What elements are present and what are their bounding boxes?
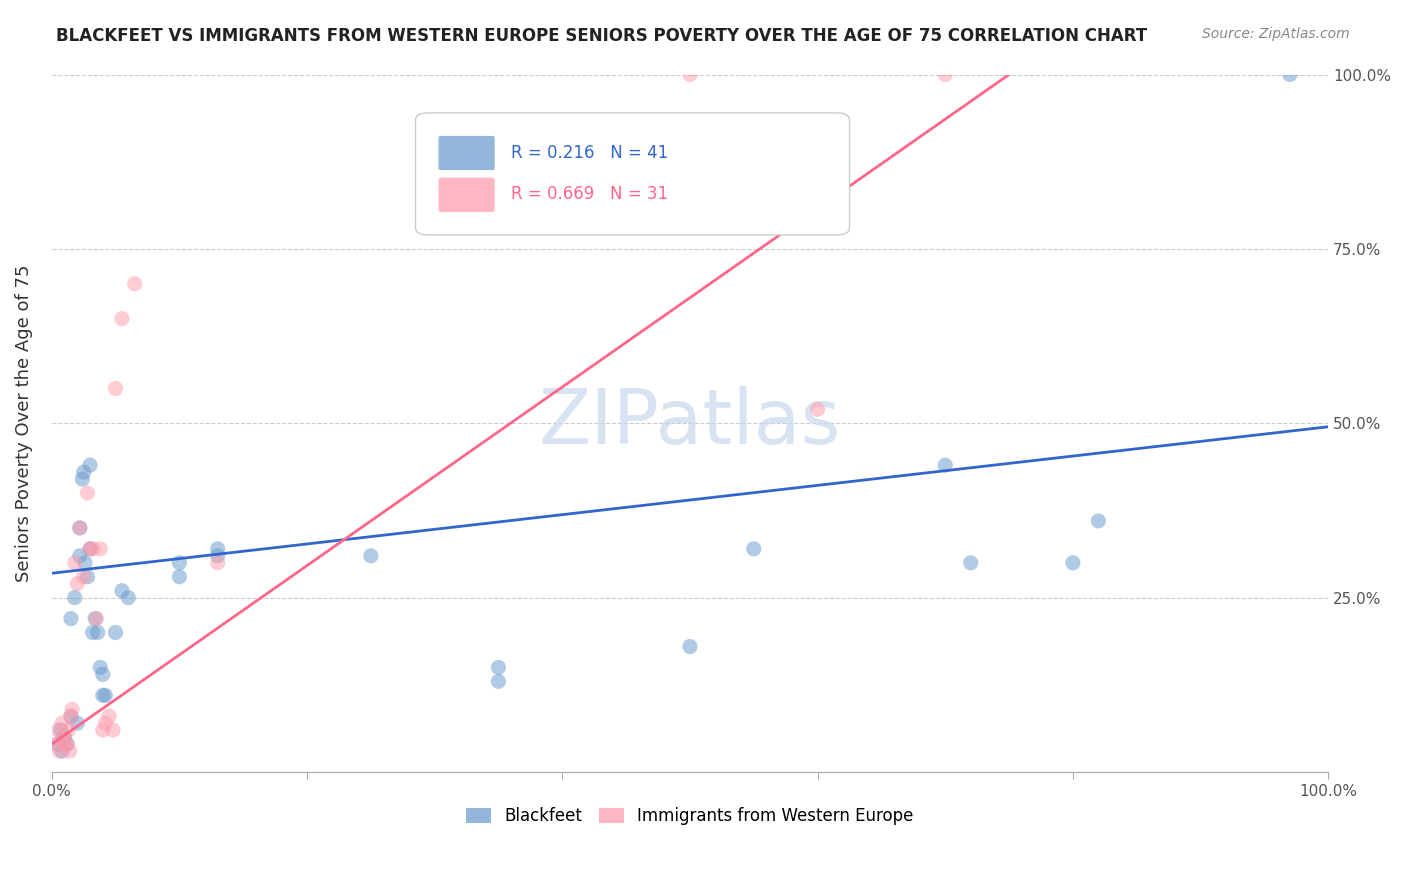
Point xyxy=(111,311,134,326)
Point xyxy=(58,723,80,738)
Point xyxy=(104,625,127,640)
Point xyxy=(73,556,96,570)
Y-axis label: Seniors Poverty Over the Age of 75: Seniors Poverty Over the Age of 75 xyxy=(15,265,32,582)
Point xyxy=(56,737,79,751)
Point xyxy=(76,486,98,500)
Point xyxy=(207,549,229,563)
Point xyxy=(117,591,139,605)
Point xyxy=(76,570,98,584)
Point xyxy=(86,611,108,625)
Point xyxy=(46,737,69,751)
Point xyxy=(742,541,765,556)
Point xyxy=(104,381,127,395)
Point xyxy=(89,660,111,674)
Point xyxy=(79,458,101,472)
Point xyxy=(69,521,91,535)
Point xyxy=(934,458,956,472)
Text: ZIPatlas: ZIPatlas xyxy=(538,386,841,460)
Point xyxy=(124,277,146,291)
Point xyxy=(806,402,828,417)
Point xyxy=(63,556,86,570)
Point xyxy=(49,723,72,738)
Point xyxy=(1278,68,1301,82)
Point xyxy=(169,556,191,570)
Text: Source: ZipAtlas.com: Source: ZipAtlas.com xyxy=(1202,27,1350,41)
Point xyxy=(73,570,96,584)
Text: R = 0.216   N = 41: R = 0.216 N = 41 xyxy=(512,144,668,161)
Point xyxy=(679,640,702,654)
Point xyxy=(679,68,702,82)
Point xyxy=(59,709,82,723)
Point xyxy=(934,68,956,82)
Point xyxy=(59,744,82,758)
Point xyxy=(66,716,89,731)
Point xyxy=(94,716,117,731)
Point xyxy=(488,660,510,674)
Point xyxy=(1087,514,1109,528)
Point xyxy=(91,689,114,703)
Legend: Blackfeet, Immigrants from Western Europe: Blackfeet, Immigrants from Western Europ… xyxy=(458,799,922,833)
Point xyxy=(53,730,76,744)
Text: R = 0.669   N = 31: R = 0.669 N = 31 xyxy=(512,186,668,203)
Point xyxy=(69,549,91,563)
Point xyxy=(52,730,75,744)
Point xyxy=(91,667,114,681)
Point xyxy=(360,549,382,563)
Point xyxy=(84,611,107,625)
Point xyxy=(45,737,67,751)
Point xyxy=(82,541,104,556)
FancyBboxPatch shape xyxy=(439,136,495,170)
Point xyxy=(79,541,101,556)
Point xyxy=(59,709,82,723)
Point xyxy=(207,541,229,556)
Point xyxy=(86,625,108,640)
Point xyxy=(53,737,76,751)
Point xyxy=(169,570,191,584)
Point xyxy=(207,556,229,570)
Text: BLACKFEET VS IMMIGRANTS FROM WESTERN EUROPE SENIORS POVERTY OVER THE AGE OF 75 C: BLACKFEET VS IMMIGRANTS FROM WESTERN EUR… xyxy=(56,27,1147,45)
Point xyxy=(51,744,73,758)
Point xyxy=(66,576,89,591)
Point xyxy=(94,689,117,703)
FancyBboxPatch shape xyxy=(439,178,495,212)
Point xyxy=(51,716,73,731)
Point xyxy=(73,465,96,479)
Point xyxy=(488,674,510,689)
Point xyxy=(89,541,111,556)
Point xyxy=(91,723,114,738)
Point xyxy=(60,702,83,716)
FancyBboxPatch shape xyxy=(416,113,849,235)
Point xyxy=(59,611,82,625)
Point xyxy=(56,737,79,751)
Point xyxy=(101,723,124,738)
Point xyxy=(98,709,121,723)
Point xyxy=(82,625,104,640)
Point xyxy=(959,556,981,570)
Point xyxy=(111,583,134,598)
Point xyxy=(79,541,101,556)
Point xyxy=(72,472,94,486)
Point xyxy=(69,521,91,535)
Point xyxy=(48,744,70,758)
Point xyxy=(46,723,69,738)
Point xyxy=(1062,556,1084,570)
Point xyxy=(63,591,86,605)
